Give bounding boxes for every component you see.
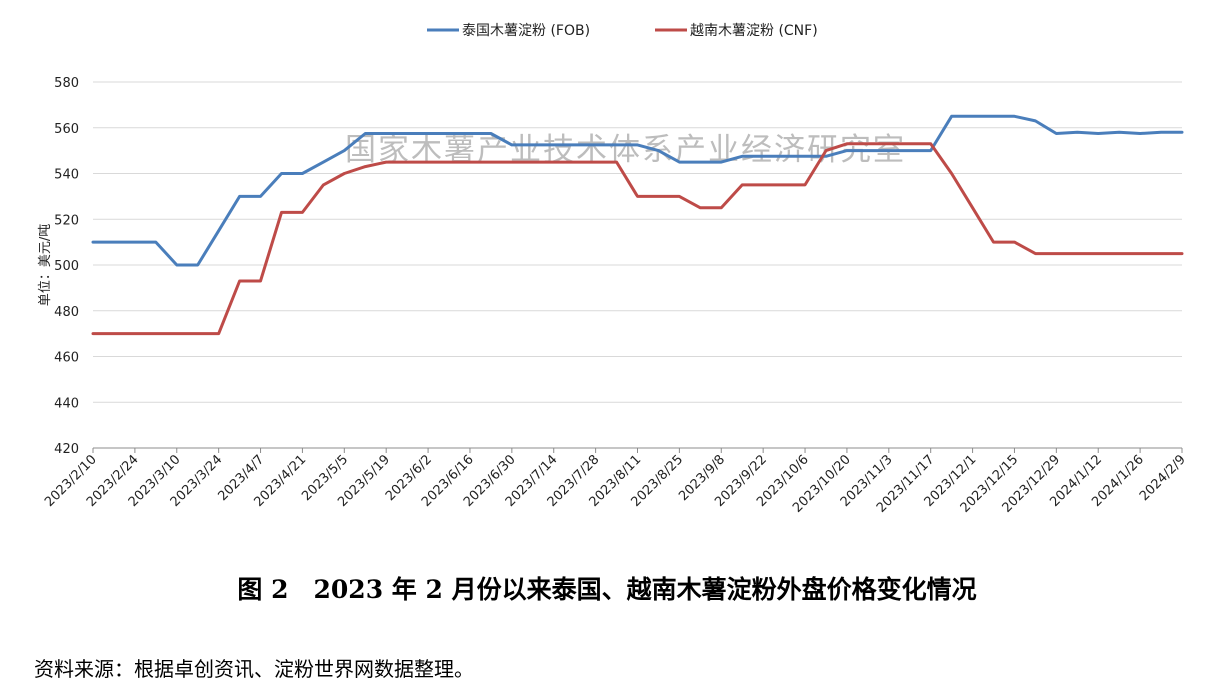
legend: 泰国木薯淀粉 (FOB) 越南木薯淀粉 (CNF) <box>427 23 818 39</box>
legend-label-1: 泰国木薯淀粉 (FOB) <box>462 23 590 39</box>
price-line-chart: 420 440 460 480 500 520 540 560 580 2023/2/10202… <box>38 23 1189 516</box>
y-tick-label: 560 <box>54 122 79 137</box>
data-source-note: 资料来源：根据卓创资讯、淀粉世界网数据整理。 <box>34 657 474 681</box>
series-line-2 <box>91 142 1184 336</box>
y-axis-label: 单位：美元/吨 <box>38 224 53 306</box>
figure-caption: 图 2 2023 年 2 月份以来泰国、越南木薯淀粉外盘价格变化情况 <box>237 575 977 604</box>
y-tick-label: 420 <box>54 442 79 457</box>
x-axis: 2023/2/102023/2/242023/3/102023/3/242023… <box>42 448 1189 516</box>
y-gridlines <box>93 81 1182 449</box>
y-tick-label: 520 <box>54 213 79 228</box>
series-lines <box>91 114 1184 336</box>
y-axis-ticks: 420 440 460 480 500 520 540 560 580 <box>54 76 79 457</box>
series-line-1 <box>91 114 1184 267</box>
y-tick-label: 580 <box>54 76 79 91</box>
y-tick-label: 500 <box>54 259 79 274</box>
y-tick-label: 440 <box>54 396 79 411</box>
y-tick-label: 460 <box>54 351 79 366</box>
y-tick-label: 480 <box>54 305 79 320</box>
y-tick-label: 540 <box>54 168 79 183</box>
x-tick-label: 2024/2/9 <box>1137 452 1189 504</box>
legend-label-2: 越南木薯淀粉 (CNF) <box>690 23 818 39</box>
